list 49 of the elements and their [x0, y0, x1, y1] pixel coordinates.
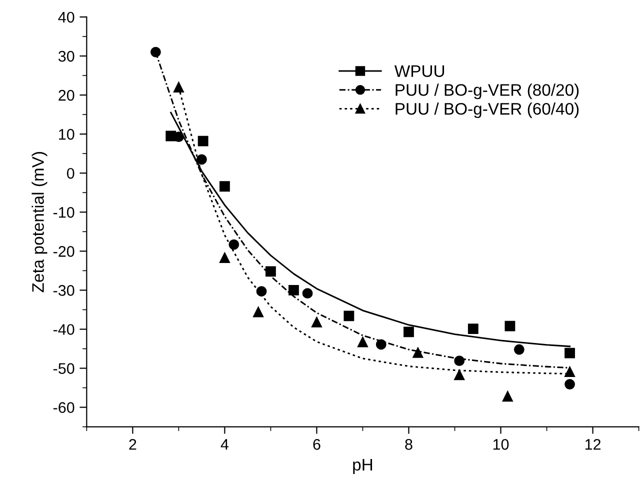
point — [266, 266, 276, 277]
y-tick-label: 20 — [58, 90, 74, 101]
point — [198, 136, 208, 146]
point — [564, 366, 575, 377]
point — [376, 339, 386, 350]
legend-label: WPUU — [394, 65, 444, 78]
point — [358, 336, 368, 348]
y-tick-label: -40 — [53, 324, 74, 335]
point — [302, 288, 313, 299]
y-tick-label: -20 — [53, 246, 74, 257]
point — [228, 239, 240, 250]
point — [468, 324, 478, 334]
point — [564, 379, 575, 390]
y-tick-label: 10 — [59, 128, 74, 140]
point — [454, 356, 465, 366]
y-tick-label: -60 — [53, 402, 74, 413]
legend-label: PUU / BO-g-VER (80/20) — [396, 84, 579, 100]
x-tick-label: 2 — [129, 439, 136, 450]
point — [150, 46, 161, 58]
point — [173, 82, 184, 92]
y-tick-label: 40 — [58, 12, 74, 23]
y-tick-label: 30 — [58, 50, 74, 62]
point — [502, 391, 513, 402]
point — [412, 347, 424, 358]
point — [219, 252, 230, 264]
y-tick-label: -30 — [53, 285, 74, 296]
x-tick-label: 12 — [585, 439, 601, 450]
point — [196, 154, 207, 165]
point — [344, 310, 354, 322]
point — [288, 284, 299, 296]
y-axis-title: Zeta potential (mV) — [32, 152, 48, 292]
point — [504, 320, 516, 332]
point — [454, 370, 465, 380]
x-axis-title: pH — [353, 459, 372, 474]
y-tick-label: -10 — [53, 206, 74, 218]
y-tick-label: 0 — [66, 168, 74, 179]
point — [404, 326, 414, 338]
y-tick-label: -50 — [53, 363, 74, 374]
x-tick-label: 4 — [220, 439, 228, 450]
point — [253, 306, 264, 318]
x-tick-label: 6 — [313, 439, 320, 450]
point — [564, 348, 575, 358]
x-tick-label: 8 — [405, 439, 412, 450]
point — [219, 181, 230, 192]
point — [256, 286, 267, 297]
x-tick-label: 10 — [493, 439, 509, 450]
point — [514, 344, 524, 355]
legend-label: PUU / BO-g-VER (60/40) — [396, 102, 579, 118]
point — [312, 316, 322, 328]
